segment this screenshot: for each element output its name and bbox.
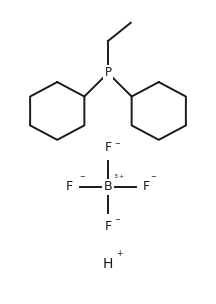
Text: F: F bbox=[105, 141, 111, 154]
Text: H: H bbox=[103, 257, 113, 271]
Text: $^{-}$: $^{-}$ bbox=[114, 141, 121, 151]
Text: $^{-}$: $^{-}$ bbox=[79, 174, 86, 184]
Text: F: F bbox=[143, 181, 150, 193]
Text: $^{-}$: $^{-}$ bbox=[114, 217, 121, 227]
Text: $^{3+}$: $^{3+}$ bbox=[113, 174, 125, 183]
Text: $^{+}$: $^{+}$ bbox=[116, 250, 124, 260]
Text: F: F bbox=[105, 220, 111, 233]
Text: P: P bbox=[105, 67, 111, 79]
Text: B: B bbox=[104, 181, 112, 193]
Text: $^{-}$: $^{-}$ bbox=[150, 174, 157, 184]
Text: F: F bbox=[66, 181, 73, 193]
